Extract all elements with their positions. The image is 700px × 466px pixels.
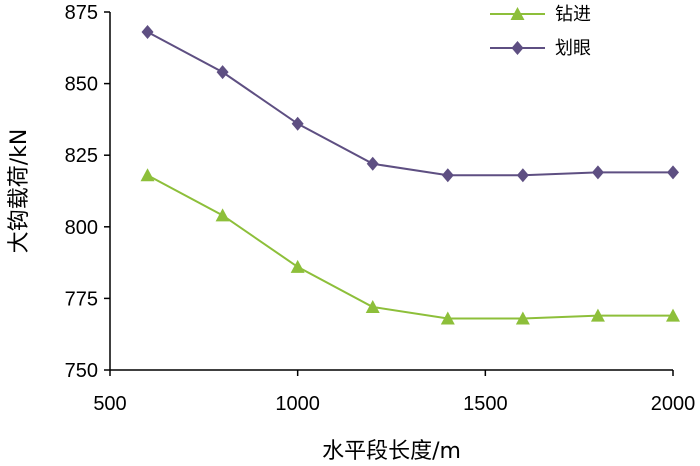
data-point xyxy=(440,311,455,325)
legend-label: 划眼 xyxy=(555,38,591,59)
data-point xyxy=(516,168,529,183)
series-2 xyxy=(141,25,679,183)
data-point xyxy=(366,156,379,171)
series-line xyxy=(147,31,673,177)
y-tick-label: 775 xyxy=(65,288,98,310)
y-tick-label: 800 xyxy=(65,217,98,239)
data-point xyxy=(291,116,304,131)
legend-label: 钻进 xyxy=(555,4,591,25)
series-layer xyxy=(140,25,680,325)
x-axis-ticks: 500 1000 1500 2000 xyxy=(93,370,695,415)
data-point xyxy=(365,299,380,313)
axes xyxy=(109,12,673,371)
data-point xyxy=(140,168,155,182)
y-axis-title: 大钩载荷/kN xyxy=(7,129,32,254)
data-point xyxy=(215,208,230,222)
data-point xyxy=(590,308,605,322)
x-axis-title: 水平段长度/m xyxy=(322,439,461,464)
legend-marker xyxy=(511,41,524,55)
y-tick-label: 875 xyxy=(65,2,98,24)
series-1 xyxy=(140,168,680,325)
data-point xyxy=(515,311,530,325)
data-point xyxy=(441,168,454,183)
data-point xyxy=(290,259,305,273)
legend-marker xyxy=(510,7,525,20)
y-tick-label: 825 xyxy=(65,145,98,167)
data-point xyxy=(667,165,679,180)
data-point xyxy=(666,308,680,322)
data-point xyxy=(141,25,154,40)
data-point xyxy=(216,65,229,80)
x-tick-label: 2000 xyxy=(651,393,696,415)
x-tick-label: 1500 xyxy=(463,393,508,415)
x-tick-label: 1000 xyxy=(275,393,320,415)
y-axis-ticks: 750 775 800 825 850 875 xyxy=(65,2,110,382)
y-tick-label: 750 xyxy=(65,360,98,382)
data-point xyxy=(591,165,604,180)
x-tick-label: 500 xyxy=(93,393,126,415)
series-line xyxy=(147,174,673,320)
y-tick-label: 850 xyxy=(65,74,98,96)
